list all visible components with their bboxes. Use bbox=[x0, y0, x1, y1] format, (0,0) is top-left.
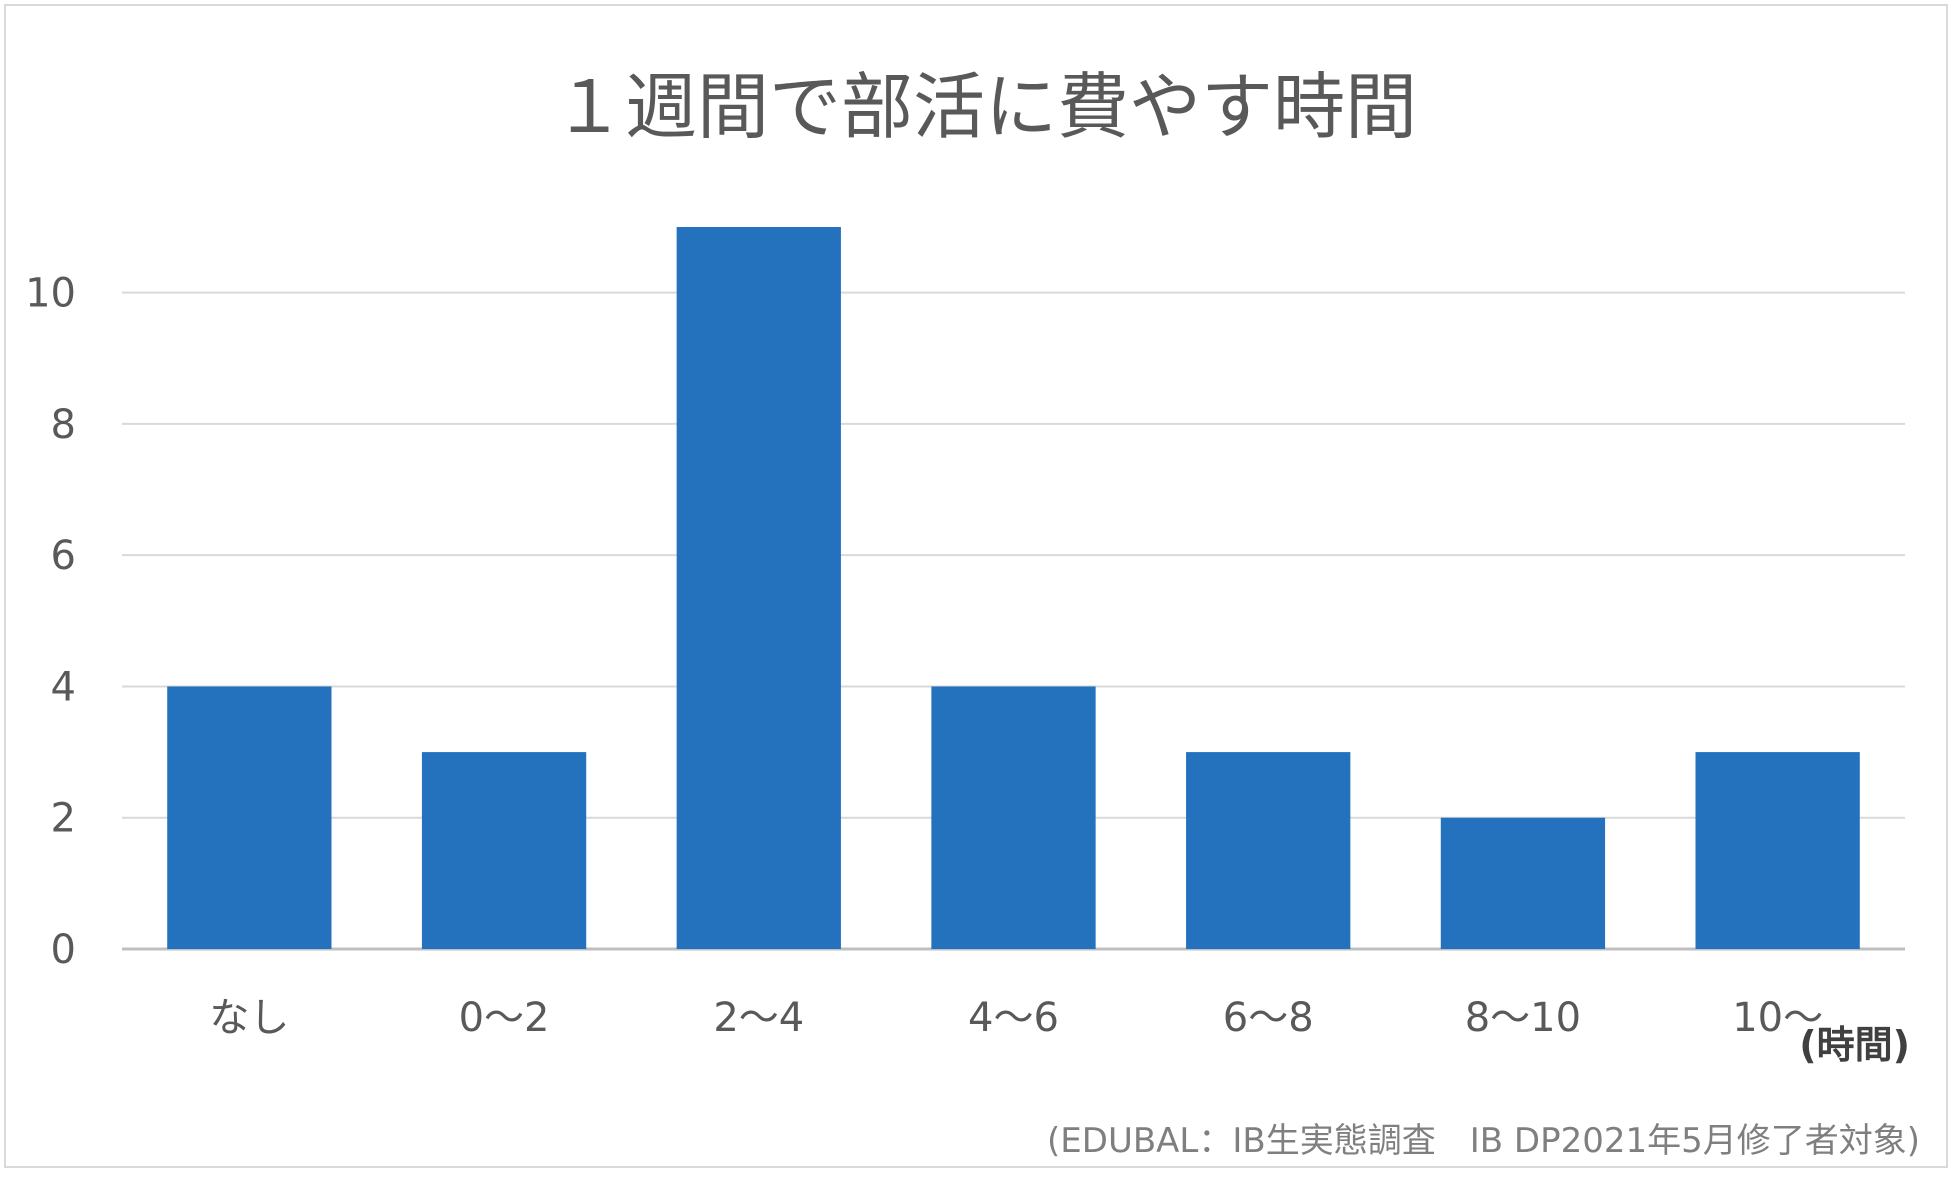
bar bbox=[1186, 752, 1351, 949]
source-note: (EDUBAL：IB生実態調査 IB DP2021年5月修了者対象) bbox=[1047, 1121, 1920, 1161]
x-tick-label: 2～4 bbox=[713, 995, 804, 1041]
x-axis-unit-label: (時間) bbox=[1799, 1023, 1910, 1067]
x-tick-label: 0～2 bbox=[459, 995, 550, 1041]
x-axis-labels: なし 0～2 2～4 4～6 6～8 8～10 10～ bbox=[209, 995, 1823, 1041]
bars bbox=[167, 227, 1860, 949]
x-tick-label: 10～ bbox=[1732, 995, 1823, 1041]
bar bbox=[1695, 752, 1860, 949]
y-axis-ticks: 0 2 4 6 8 10 bbox=[25, 271, 76, 973]
chart-frame bbox=[4, 4, 1948, 1168]
bar bbox=[676, 227, 841, 949]
y-tick-label: 2 bbox=[51, 796, 76, 842]
y-tick-label: 4 bbox=[51, 664, 76, 710]
y-tick-label: 8 bbox=[51, 402, 76, 448]
bar bbox=[931, 686, 1096, 949]
bar bbox=[421, 752, 587, 949]
x-tick-label: 8～10 bbox=[1465, 995, 1581, 1041]
bar bbox=[167, 686, 332, 949]
x-tick-label: なし bbox=[209, 995, 289, 1041]
y-tick-label: 0 bbox=[51, 927, 76, 973]
x-tick-label: 6～8 bbox=[1223, 995, 1314, 1041]
y-tick-label: 10 bbox=[25, 271, 76, 317]
x-tick-label: 4～6 bbox=[968, 995, 1059, 1041]
gridlines bbox=[122, 291, 1905, 951]
chart-title: １週間で部活に費やす時間 bbox=[553, 65, 1417, 149]
bar bbox=[1440, 817, 1606, 949]
y-tick-label: 6 bbox=[51, 533, 76, 579]
